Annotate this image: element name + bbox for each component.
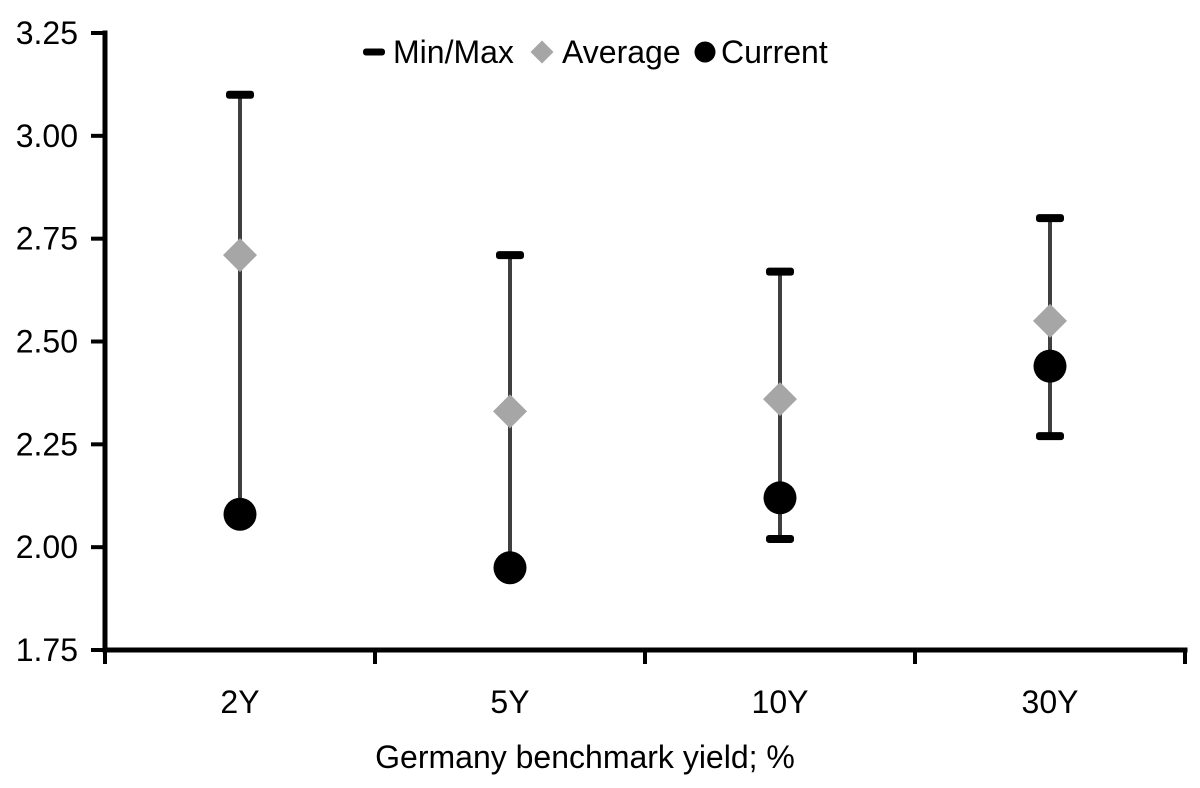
y-axis-tick-label: 3.00 — [16, 118, 78, 154]
legend-label: Min/Max — [393, 34, 514, 70]
x-axis-category-label: 10Y — [752, 684, 809, 720]
circle-icon — [694, 41, 716, 63]
x-axis-category-label: 2Y — [220, 684, 259, 720]
max-cap-10Y — [766, 267, 794, 276]
legend-label: Current — [721, 34, 828, 70]
min-cap-10Y — [766, 534, 794, 543]
average-marker-30Y — [1033, 303, 1067, 338]
max-cap-2Y — [226, 90, 254, 99]
y-axis-tick-label: 2.00 — [16, 529, 78, 565]
dash-icon — [363, 48, 385, 56]
x-axis-category-label: 30Y — [1022, 684, 1079, 720]
y-axis-tick-label: 2.50 — [16, 324, 78, 360]
average-marker-2Y — [223, 238, 257, 273]
min-cap-30Y — [1036, 432, 1064, 441]
y-axis-tick-label: 2.25 — [16, 426, 78, 462]
average-marker-10Y — [763, 382, 797, 417]
average-marker-5Y — [493, 394, 527, 429]
current-marker-30Y — [1033, 349, 1067, 383]
diamond-icon — [530, 40, 554, 64]
y-axis-tick-label: 1.75 — [16, 632, 78, 668]
current-marker-5Y — [493, 551, 527, 585]
current-marker-2Y — [223, 497, 257, 531]
max-cap-5Y — [496, 251, 524, 260]
legend-label: Average — [562, 34, 681, 70]
max-cap-30Y — [1036, 214, 1064, 223]
y-axis-tick-label: 2.75 — [16, 221, 78, 257]
y-axis-tick-label: 3.25 — [16, 15, 78, 51]
x-axis-category-label: 5Y — [490, 684, 529, 720]
current-marker-10Y — [763, 481, 797, 515]
x-axis-title: Germany benchmark yield; % — [375, 739, 795, 775]
